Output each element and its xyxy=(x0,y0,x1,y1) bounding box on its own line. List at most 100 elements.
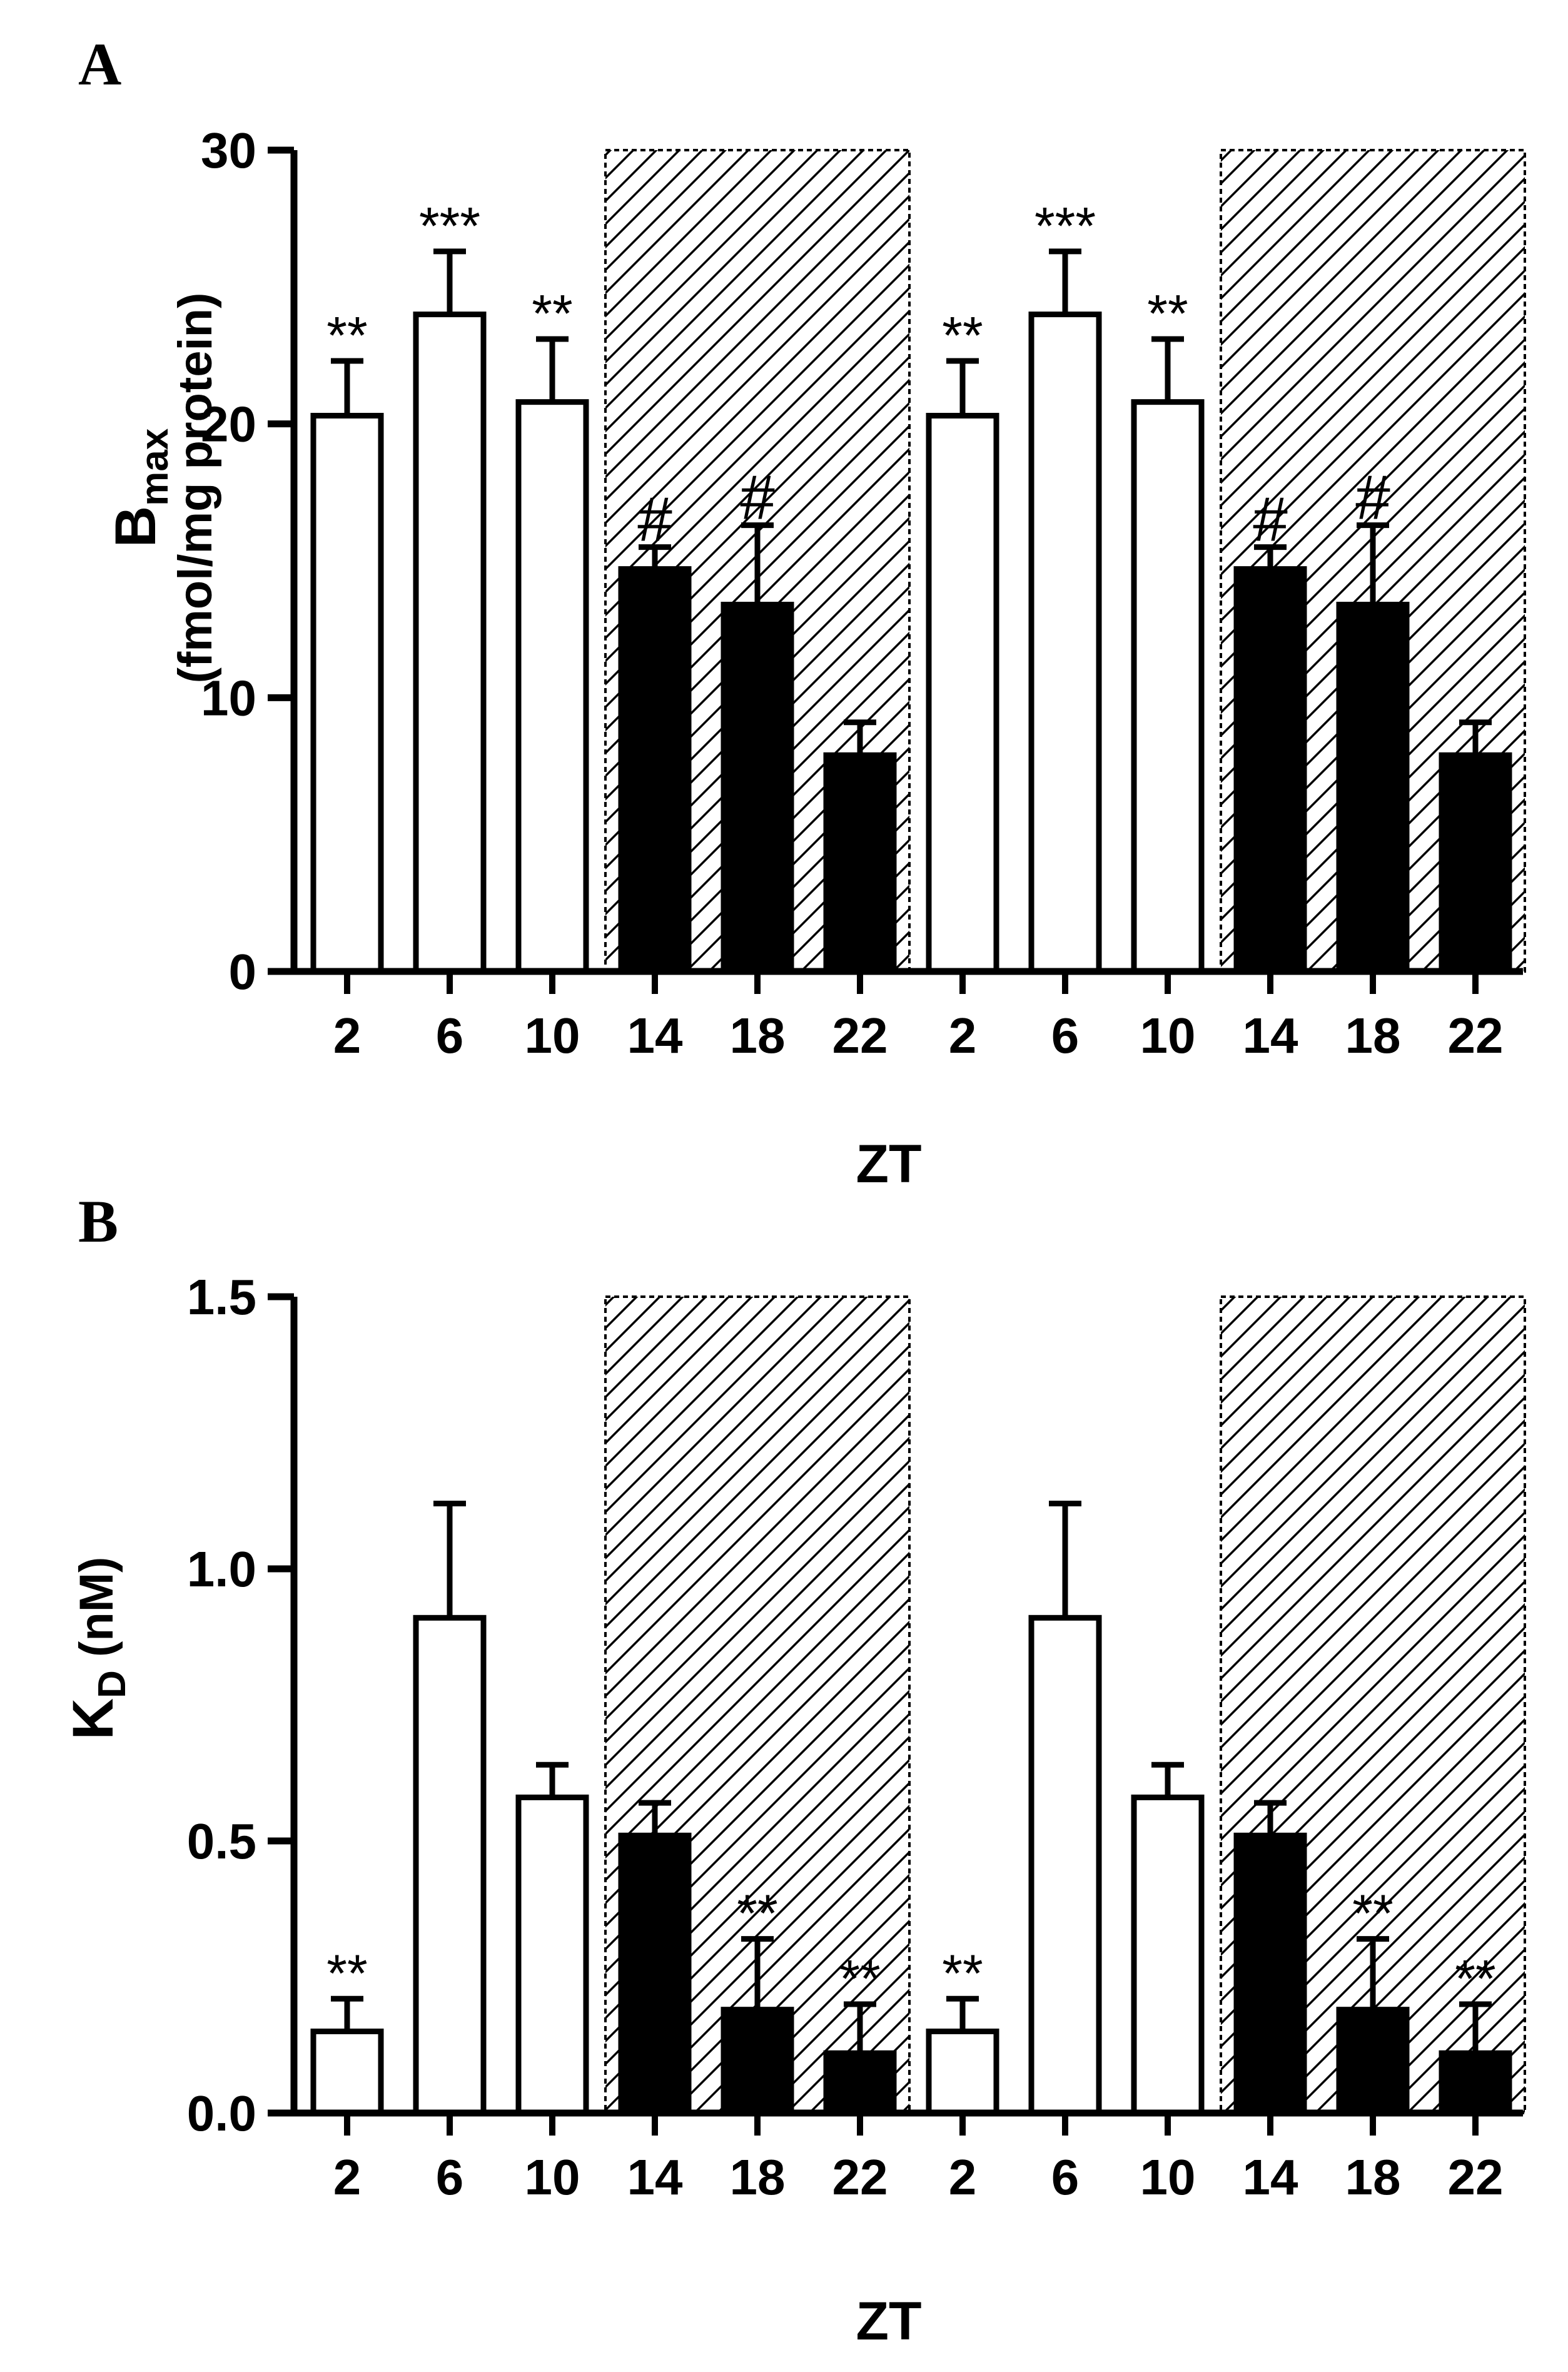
bar xyxy=(310,413,384,975)
y-tick-label: 0.5 xyxy=(187,1813,256,1869)
error-bar xyxy=(1254,1800,1287,1836)
bar xyxy=(413,312,487,975)
x-tick-label: 18 xyxy=(1345,2149,1401,2205)
error-bar xyxy=(331,1995,363,2032)
bar xyxy=(1233,1832,1307,2116)
panel-a-x-axis-title: ZT xyxy=(856,1134,921,1194)
panel-a-y-axis-sub: max xyxy=(133,428,176,506)
x-tick-label: 22 xyxy=(1448,2149,1504,2205)
significance-label: ** xyxy=(1352,1884,1393,1943)
error-bar xyxy=(536,336,569,402)
panel-a-letter: A xyxy=(78,31,121,98)
panel-b-axes xyxy=(290,1297,1523,2117)
x-tick-label: 6 xyxy=(1051,1008,1080,1063)
x-tick-label: 6 xyxy=(436,2149,464,2205)
bar xyxy=(721,2007,794,2116)
bar xyxy=(413,1614,487,2116)
bar xyxy=(1336,2007,1410,2116)
y-tick-label: 20 xyxy=(201,397,256,452)
panel-b-y-axis-sub: D xyxy=(91,1670,134,1698)
bar xyxy=(515,399,589,975)
bar xyxy=(310,2029,384,2116)
bar xyxy=(721,602,794,975)
x-tick-label: 2 xyxy=(333,2149,362,2205)
x-tick-label: 2 xyxy=(333,1008,362,1063)
bar xyxy=(823,752,897,975)
bar xyxy=(1028,1614,1102,2116)
significance-label: ** xyxy=(942,306,983,365)
error-bar xyxy=(1357,522,1389,605)
y-tick-label: 10 xyxy=(201,670,256,726)
significance-label: # xyxy=(740,463,775,533)
error-bar xyxy=(1151,336,1184,402)
x-tick-label: 14 xyxy=(627,2149,683,2205)
y-tick-label: 1.5 xyxy=(187,1269,256,1325)
bar xyxy=(1131,1794,1205,2116)
significance-label: # xyxy=(1253,485,1288,555)
x-tick-label: 22 xyxy=(1448,1008,1504,1063)
error-bar xyxy=(1459,2001,1492,2054)
error-bar xyxy=(536,1761,569,1798)
significance-label: ** xyxy=(1455,1949,1495,2008)
x-tick-label: 22 xyxy=(832,1008,888,1063)
error-bar xyxy=(741,522,774,605)
x-tick-label: 10 xyxy=(525,1008,580,1063)
panel-a-y-axis-title-line2: (fmol/mg protein) xyxy=(169,293,222,684)
panel-b-y-axis-main: K xyxy=(61,1698,125,1740)
bar xyxy=(926,2029,999,2116)
panel-b-bars xyxy=(310,1614,1512,2116)
panel-b-x-ticks: 2 6 10 14 18 22 2 6 10 14 18 22 xyxy=(333,2113,1504,2205)
significance-label: # xyxy=(637,485,672,555)
bar xyxy=(618,566,692,975)
x-tick-label: 6 xyxy=(1051,2149,1080,2205)
bar xyxy=(1336,602,1410,975)
x-tick-label: 18 xyxy=(1345,1008,1401,1063)
bar xyxy=(1233,566,1307,975)
x-tick-label: 10 xyxy=(1140,2149,1196,2205)
x-tick-label: 18 xyxy=(730,1008,786,1063)
error-bar xyxy=(741,1936,774,2010)
error-bar xyxy=(433,1501,466,1618)
panel-a-x-ticks: 2 6 10 14 18 22 2 6 10 14 18 22 xyxy=(333,971,1504,1063)
panel-a-significance-labels: *******# #*******# # xyxy=(326,196,1390,555)
error-bar xyxy=(1151,1761,1184,1798)
x-tick-label: 2 xyxy=(949,1008,977,1063)
error-bar xyxy=(639,1800,671,1836)
significance-label: ** xyxy=(839,1949,880,2008)
x-tick-label: 14 xyxy=(1243,1008,1298,1063)
panel-b-x-axis-title: ZT xyxy=(856,2291,921,2351)
error-bar xyxy=(639,544,671,569)
bar xyxy=(618,1832,692,2116)
error-bar xyxy=(844,2001,876,2054)
panel-b-error-bars xyxy=(331,1501,1492,2054)
error-bar xyxy=(946,1995,979,2032)
x-tick-label: 2 xyxy=(949,2149,977,2205)
significance-label: *** xyxy=(419,196,480,255)
panel-b-y-axis-title-line1: KD (nM) xyxy=(61,1557,134,1740)
panel-a-y-axis-title: Bmax (fmol/mg protein) xyxy=(104,293,222,684)
significance-label: ** xyxy=(737,1884,777,1943)
panel-a-y-axis-main: B xyxy=(104,506,168,547)
y-tick-label: 0 xyxy=(229,944,257,1000)
panel-a-bars xyxy=(310,312,1512,975)
y-tick-label: 1.0 xyxy=(187,1541,256,1597)
y-tick-label: 0.0 xyxy=(187,2086,256,2141)
panel-b-y-axis-suffix: (nM) xyxy=(70,1557,123,1670)
x-tick-label: 22 xyxy=(832,2149,888,2205)
error-bar xyxy=(1049,1501,1081,1618)
panel-b-chart: B ****** ****** 0.00.51.01.5 2 6 10 14 18 22 2 6… xyxy=(61,1188,1526,2351)
error-bar xyxy=(1049,248,1081,315)
error-bar xyxy=(1254,544,1287,569)
x-tick-label: 10 xyxy=(525,2149,580,2205)
panel-b-y-ticks: 0.0 0.5 1.0 1.5 xyxy=(187,1269,294,2141)
error-bar xyxy=(1459,719,1492,756)
significance-label: *** xyxy=(1034,196,1096,255)
bar xyxy=(515,1794,589,2116)
error-bar xyxy=(844,719,876,756)
y-tick-label: 30 xyxy=(201,123,256,178)
bar xyxy=(1439,2050,1512,2116)
significance-label: ** xyxy=(326,306,367,365)
bar xyxy=(926,413,999,975)
error-bar xyxy=(433,248,466,315)
